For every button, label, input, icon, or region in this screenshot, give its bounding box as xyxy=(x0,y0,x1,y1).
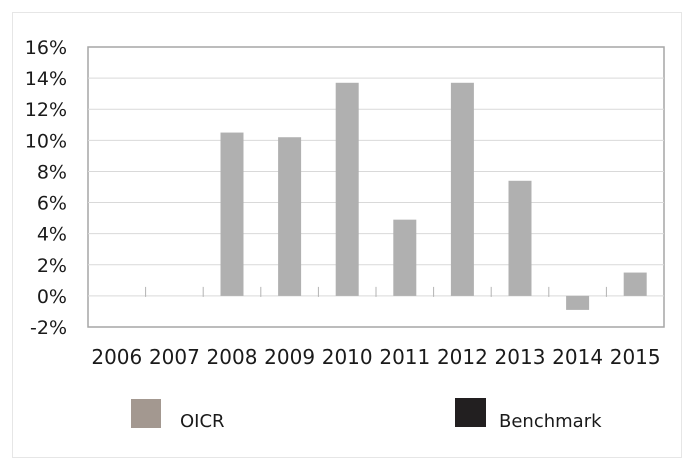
legend-swatch-oicr xyxy=(131,399,161,428)
y-tick-label: 4% xyxy=(37,224,67,246)
bar-oicr-2013 xyxy=(508,180,532,296)
bar-oicr-2011 xyxy=(393,219,417,296)
x-tick-label: 2013 xyxy=(495,345,546,369)
y-tick-label: 6% xyxy=(37,193,67,215)
bar-oicr-2014 xyxy=(566,295,590,310)
bar-oicr-2008 xyxy=(220,132,244,296)
x-tick-label: 2012 xyxy=(437,345,488,369)
x-tick-label: 2009 xyxy=(264,345,315,369)
legend: OICR Benchmark xyxy=(131,398,602,432)
y-tick-label: 16% xyxy=(25,37,67,59)
y-tick-label: 14% xyxy=(25,68,67,90)
x-tick-label: 2014 xyxy=(552,345,603,369)
legend-swatch-benchmark xyxy=(455,398,486,427)
y-tick-label: 12% xyxy=(25,99,67,121)
y-tick-label: 0% xyxy=(37,286,67,308)
legend-label-oicr: OICR xyxy=(180,411,225,432)
x-tick-label: 2008 xyxy=(207,345,258,369)
bar-oicr-2015 xyxy=(623,272,647,296)
bar-oicr-2009 xyxy=(278,137,302,296)
legend-label-benchmark: Benchmark xyxy=(499,411,602,432)
x-axis-tick-marks xyxy=(145,286,607,297)
plot-area xyxy=(87,46,665,328)
y-tick-label: -2% xyxy=(30,317,67,339)
y-tick-label: 10% xyxy=(25,130,67,152)
y-tick-label: 2% xyxy=(37,255,67,277)
x-tick-label: 2015 xyxy=(610,345,661,369)
y-axis-ticks: -2% 0% 2% 4% 6% 8% 10% 12% 14% 16% xyxy=(25,37,67,339)
x-tick-label: 2010 xyxy=(322,345,373,369)
bar-oicr-2010 xyxy=(335,82,359,296)
y-tick-label: 8% xyxy=(37,161,67,183)
x-tick-label: 2006 xyxy=(91,345,142,369)
x-axis-ticks: 2006 2007 2008 2009 2010 2011 2012 2013 2014 2015 xyxy=(91,345,660,369)
bar-oicr-2012 xyxy=(450,82,474,296)
x-tick-label: 2011 xyxy=(379,345,430,369)
bars xyxy=(220,82,647,310)
x-tick-label: 2007 xyxy=(149,345,200,369)
